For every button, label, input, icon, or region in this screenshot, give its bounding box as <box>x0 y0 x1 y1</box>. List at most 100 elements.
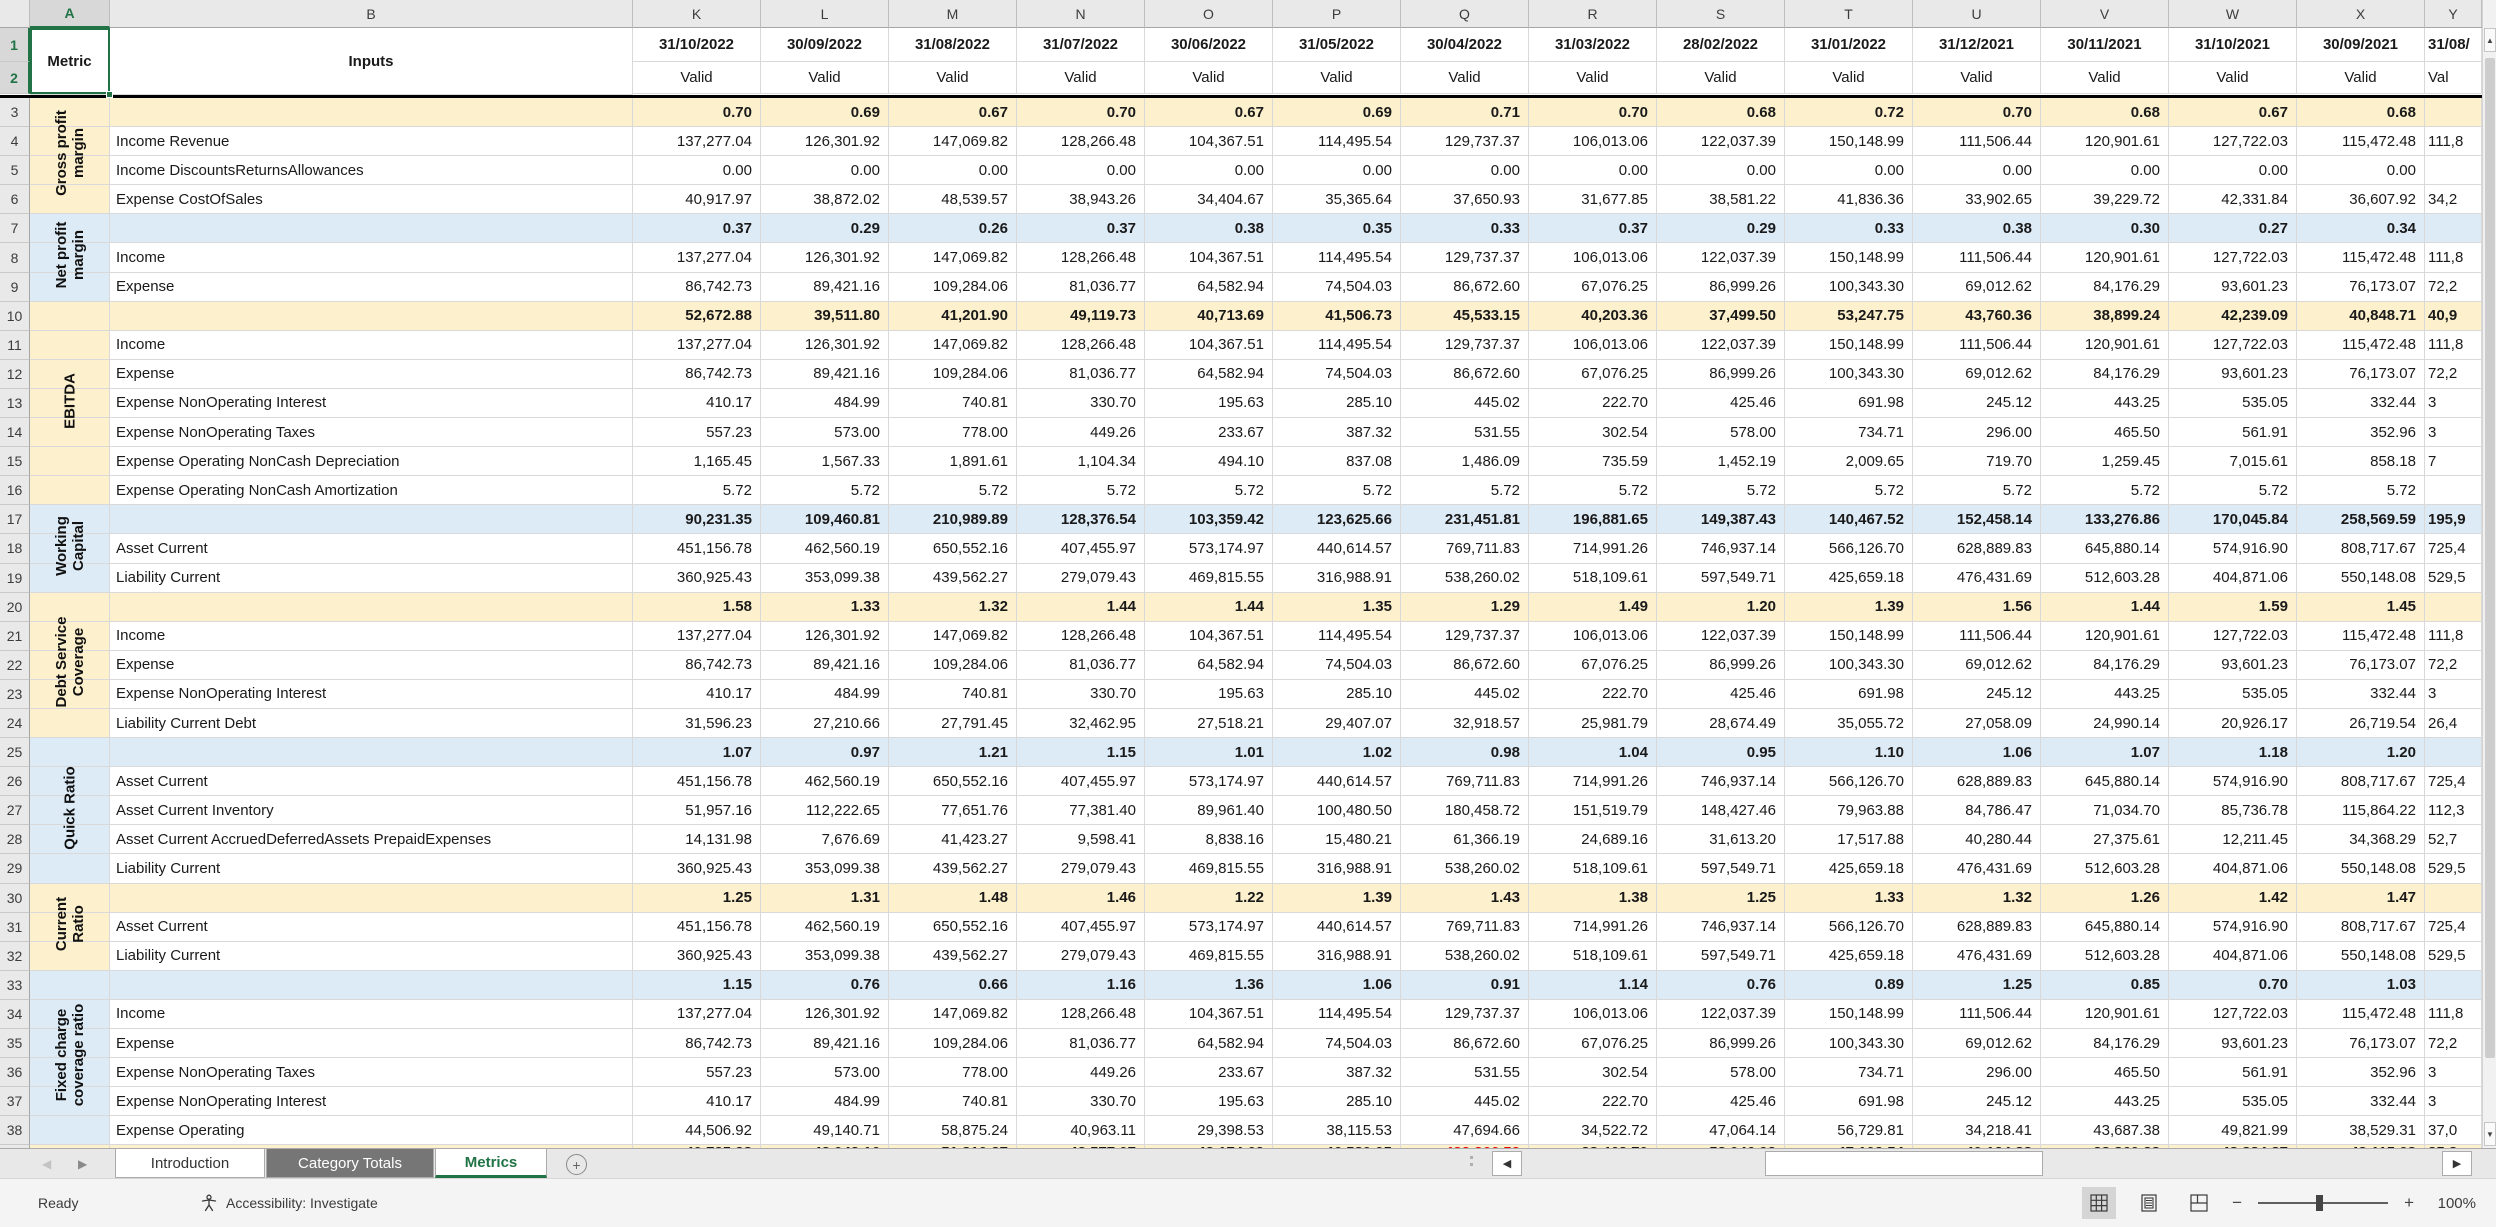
cell-P18[interactable]: 440,614.57 <box>1273 534 1401 564</box>
cell-U9[interactable]: 69,012.62 <box>1913 272 2041 302</box>
cell-R25[interactable]: 1.04 <box>1529 738 1657 768</box>
cell-V11[interactable]: 120,901.61 <box>2041 330 2169 360</box>
cell-A22[interactable] <box>30 650 110 680</box>
cell-S39[interactable]: 53,046.92 <box>1657 1145 1785 1148</box>
cell-X22[interactable]: 76,173.07 <box>2297 650 2425 680</box>
cell-X4[interactable]: 115,472.48 <box>2297 127 2425 157</box>
cell-R31[interactable]: 714,991.26 <box>1529 912 1657 942</box>
cell-W39[interactable]: 48,884.87 <box>2169 1145 2297 1148</box>
cell-B36[interactable]: Expense NonOperating Taxes <box>110 1058 633 1088</box>
cell-M5[interactable]: 0.00 <box>889 156 1017 186</box>
cell-T38[interactable]: 56,729.81 <box>1785 1116 1913 1146</box>
cell-Y10[interactable]: 40,9 <box>2425 301 2482 331</box>
cell-U29[interactable]: 476,431.69 <box>1913 854 2041 884</box>
cell-T3[interactable]: 0.72 <box>1785 98 1913 128</box>
cell-Y33[interactable] <box>2425 970 2482 1000</box>
cell-S38[interactable]: 47,064.14 <box>1657 1116 1785 1146</box>
cell-L33[interactable]: 0.76 <box>761 970 889 1000</box>
cell-V3[interactable]: 0.68 <box>2041 98 2169 128</box>
cell-S20[interactable]: 1.20 <box>1657 592 1785 622</box>
cell-Q23[interactable]: 445.02 <box>1401 679 1529 709</box>
cell-X15[interactable]: 858.18 <box>2297 447 2425 477</box>
cell-A6[interactable] <box>30 185 110 215</box>
row-header-14[interactable]: 14 <box>0 418 30 448</box>
cell-P28[interactable]: 15,480.21 <box>1273 825 1401 855</box>
cell-T26[interactable]: 566,126.70 <box>1785 767 1913 797</box>
cell-R12[interactable]: 67,076.25 <box>1529 359 1657 389</box>
column-header-T[interactable]: T <box>1785 0 1913 28</box>
cell-V33[interactable]: 0.85 <box>2041 970 2169 1000</box>
row-header-30[interactable]: 30 <box>0 883 30 913</box>
cell-M9[interactable]: 109,284.06 <box>889 272 1017 302</box>
cell-Q3[interactable]: 0.71 <box>1401 98 1529 128</box>
cell-V37[interactable]: 443.25 <box>2041 1087 2169 1117</box>
row-header-4[interactable]: 4 <box>0 127 30 157</box>
cell-W31[interactable]: 574,916.90 <box>2169 912 2297 942</box>
cell-T5[interactable]: 0.00 <box>1785 156 1913 186</box>
cell-Y36[interactable]: 3 <box>2425 1058 2482 1088</box>
cell-O16[interactable]: 5.72 <box>1145 476 1273 506</box>
cell-B14[interactable]: Expense NonOperating Taxes <box>110 418 633 448</box>
cell-N14[interactable]: 449.26 <box>1017 418 1145 448</box>
cell-W30[interactable]: 1.42 <box>2169 883 2297 913</box>
cell-K25[interactable]: 1.07 <box>633 738 761 768</box>
cell-R28[interactable]: 24,689.16 <box>1529 825 1657 855</box>
column-header-S[interactable]: S <box>1657 0 1785 28</box>
cell-T7[interactable]: 0.33 <box>1785 214 1913 244</box>
cell-N16[interactable]: 5.72 <box>1017 476 1145 506</box>
cell-A26[interactable] <box>30 767 110 797</box>
cell-X9[interactable]: 76,173.07 <box>2297 272 2425 302</box>
cell-B28[interactable]: Asset Current AccruedDeferredAssets Prep… <box>110 825 633 855</box>
cell-S5[interactable]: 0.00 <box>1657 156 1785 186</box>
cell-O25[interactable]: 1.01 <box>1145 738 1273 768</box>
cell-U17[interactable]: 152,458.14 <box>1913 505 2041 535</box>
cell-M19[interactable]: 439,562.27 <box>889 563 1017 593</box>
cell-A34[interactable] <box>30 999 110 1029</box>
cell-M8[interactable]: 147,069.82 <box>889 243 1017 273</box>
cell-S15[interactable]: 1,452.19 <box>1657 447 1785 477</box>
cell-X11[interactable]: 115,472.48 <box>2297 330 2425 360</box>
cell-P7[interactable]: 0.35 <box>1273 214 1401 244</box>
cell-valid[interactable]: Valid <box>1401 62 1529 94</box>
cell-S12[interactable]: 86,999.26 <box>1657 359 1785 389</box>
cell-W10[interactable]: 42,239.09 <box>2169 301 2297 331</box>
cell-T24[interactable]: 35,055.72 <box>1785 708 1913 739</box>
cell-R8[interactable]: 106,013.06 <box>1529 243 1657 273</box>
cell-date[interactable]: 31/08/ <box>2425 28 2482 62</box>
cell-V31[interactable]: 645,880.14 <box>2041 912 2169 942</box>
cell-N5[interactable]: 0.00 <box>1017 156 1145 186</box>
cell-U34[interactable]: 111,506.44 <box>1913 999 2041 1029</box>
row-header-11[interactable]: 11 <box>0 330 30 360</box>
cell-N23[interactable]: 330.70 <box>1017 679 1145 709</box>
cell-X30[interactable]: 1.47 <box>2297 883 2425 913</box>
cell-T31[interactable]: 566,126.70 <box>1785 912 1913 942</box>
cell-T23[interactable]: 691.98 <box>1785 679 1913 709</box>
cell-U12[interactable]: 69,012.62 <box>1913 359 2041 389</box>
cell-W25[interactable]: 1.18 <box>2169 738 2297 768</box>
cell-V27[interactable]: 71,034.70 <box>2041 796 2169 826</box>
cell-T16[interactable]: 5.72 <box>1785 476 1913 506</box>
cell-U26[interactable]: 628,889.83 <box>1913 767 2041 797</box>
cell-A31[interactable] <box>30 912 110 942</box>
cell-Q30[interactable]: 1.43 <box>1401 883 1529 913</box>
cell-U30[interactable]: 1.32 <box>1913 883 2041 913</box>
cell-valid[interactable]: Valid <box>761 62 889 94</box>
cell-W28[interactable]: 12,211.45 <box>2169 825 2297 855</box>
cell-O11[interactable]: 104,367.51 <box>1145 330 1273 360</box>
cell-T33[interactable]: 0.89 <box>1785 970 1913 1000</box>
cell-valid[interactable]: Val <box>2425 62 2482 94</box>
cell-M34[interactable]: 147,069.82 <box>889 999 1017 1029</box>
cell-B20[interactable] <box>110 592 633 622</box>
cell-K8[interactable]: 137,277.04 <box>633 243 761 273</box>
cell-U33[interactable]: 1.25 <box>1913 970 2041 1000</box>
zoom-in-icon[interactable]: + <box>2404 1193 2414 1212</box>
cell-Y7[interactable] <box>2425 214 2482 244</box>
cell-N6[interactable]: 38,943.26 <box>1017 185 1145 215</box>
cell-B8[interactable]: Income <box>110 243 633 273</box>
cell-Y9[interactable]: 72,2 <box>2425 272 2482 302</box>
horizontal-scrollbar[interactable] <box>1522 1151 2442 1176</box>
cell-K9[interactable]: 86,742.73 <box>633 272 761 302</box>
cell-Y17[interactable]: 195,9 <box>2425 505 2482 535</box>
cell-V9[interactable]: 84,176.29 <box>2041 272 2169 302</box>
cell-R23[interactable]: 222.70 <box>1529 679 1657 709</box>
